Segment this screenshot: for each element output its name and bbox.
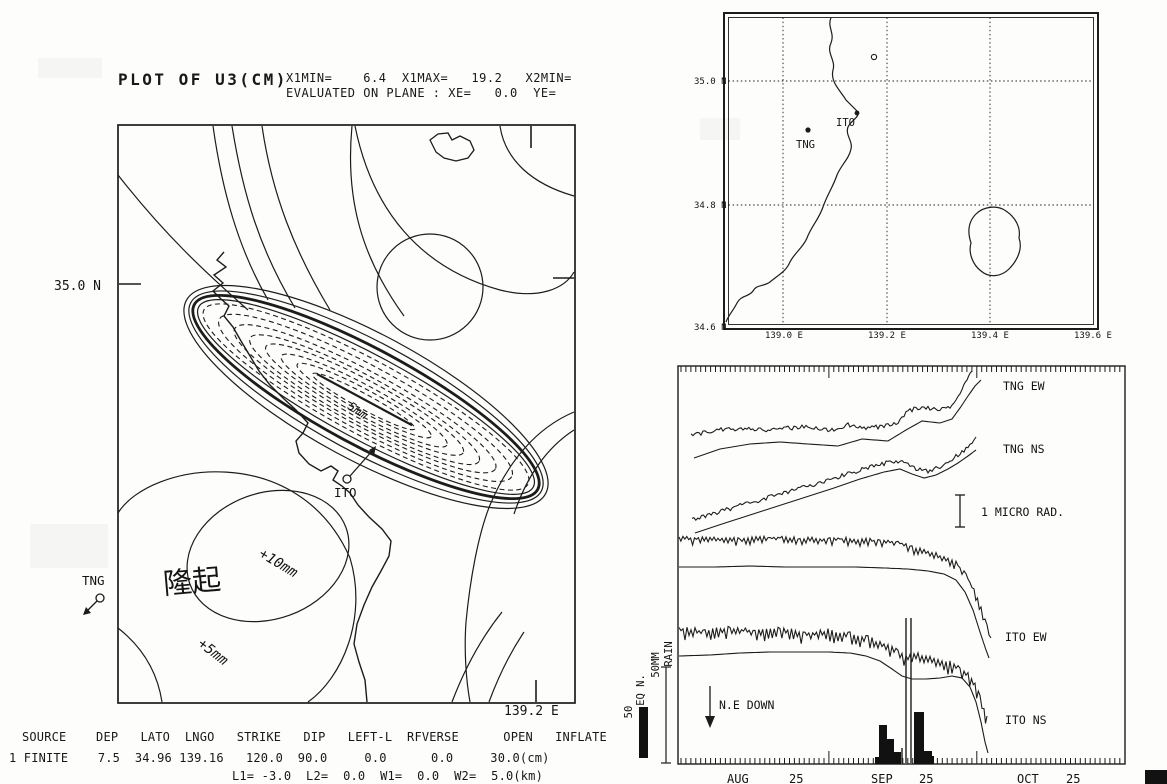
contour-plot-frame — [117, 124, 576, 704]
lon-tick-label: 139.2 E — [504, 704, 559, 719]
map-grid-dotted — [728, 17, 1094, 325]
top-tick-ruler — [680, 366, 1121, 378]
coastline — [211, 251, 392, 703]
ito-ns-label: ITO NS — [1005, 713, 1047, 727]
map-ito-label: ITO — [836, 117, 855, 129]
rain-bar — [875, 757, 879, 764]
xaxis-day-oct: 25 — [1066, 772, 1080, 784]
small-island — [870, 53, 878, 61]
rain-scale-label: 50MM — [650, 652, 662, 677]
xaxis-month-aug: AUG — [727, 772, 749, 784]
location-map: 35.0 N 34.8 N 34.6 N 139.0 E 139.2 E 139… — [694, 12, 1112, 341]
scan-blob — [1145, 770, 1167, 784]
eq-label: EQ N. — [635, 674, 647, 706]
rain-histogram — [875, 712, 934, 764]
plot-params-line1: X1MIN= 6.4 X1MAX= 19.2 X2MIN= — [286, 71, 572, 85]
map-lon-1390: 139.0 E — [765, 331, 803, 341]
uplift-kanji-label: 隆起 — [162, 562, 223, 601]
micro-rad-label: 1 MICRO RAD. — [981, 505, 1064, 519]
ne-down-label: N.E DOWN — [719, 698, 774, 712]
xaxis-day-sep: 25 — [919, 772, 933, 784]
ito-label: ITO — [334, 485, 357, 500]
plot-title: PLOT OF U3(CM) — [118, 70, 288, 89]
eq-scalebar — [639, 707, 648, 758]
rain-label: RAIN — [663, 641, 675, 666]
tng-ns-label: TNG NS — [1003, 442, 1045, 456]
tilt-plot-frame — [677, 365, 1126, 765]
tng-ew-label: TNG EW — [1003, 379, 1045, 393]
oshima-island-outline — [968, 206, 1021, 277]
island-outline — [429, 132, 475, 162]
dyke-trace-line — [316, 373, 413, 427]
trace-tng-ns-smooth — [694, 449, 977, 534]
map-coastline — [725, 17, 859, 323]
map-lon-1392: 139.2 E — [868, 331, 906, 341]
plus10mm-label: +10mm — [256, 546, 301, 582]
trace-ito-ns-raw — [678, 625, 988, 724]
rain-bar — [929, 756, 934, 764]
rain-bar — [914, 712, 924, 764]
map-lat-346: 34.6 N — [694, 323, 727, 333]
trace-tng-ew-raw — [690, 370, 973, 437]
map-lon-1394: 139.4 E — [971, 331, 1009, 341]
ne-down-arrow — [705, 686, 715, 728]
rain-scalebar — [661, 666, 671, 764]
map-outer-frame — [723, 12, 1099, 330]
map-lon-1396: 139.6 E — [1074, 331, 1112, 341]
contour-lines-solid — [117, 125, 575, 703]
tilt-traces — [678, 370, 992, 754]
rain-bar — [887, 739, 894, 764]
contour-plot: 35.0 N 139.2 E TNG ITO 隆起 +10mm +5mm 5mm — [54, 124, 576, 719]
tilt-plot: TNG EW TNG NS 1 MICRO RAD. ITO EW ITO NS… — [623, 365, 1126, 784]
plus5mm-label: +5mm — [195, 636, 232, 670]
ito-station-marker — [342, 446, 376, 484]
map-lat-348: 34.8 N — [694, 201, 727, 211]
micro-rad-scalebar — [955, 494, 965, 528]
map-tng-label: TNG — [796, 139, 815, 151]
lat-tick-label: 35.0 N — [54, 279, 101, 294]
trace-tng-ns-raw — [691, 436, 977, 522]
trace-ito-ew-raw — [678, 534, 992, 639]
dashed-subsidence-contours — [202, 303, 530, 491]
map-lat-35: 35.0 N — [694, 77, 727, 87]
rain-bar — [894, 752, 901, 764]
xaxis-month-sep: SEP — [871, 772, 893, 784]
ito-ew-label: ITO EW — [1005, 630, 1047, 644]
trace-ito-ew-smooth — [679, 565, 990, 659]
map-inner-frame — [728, 17, 1094, 325]
trace-tng-ew-smooth — [693, 379, 982, 459]
tng-station-dot — [805, 127, 811, 133]
source-table-row2: L1= -3.0 L2= 0.0 W1= 0.0 W2= 5.0(km) — [232, 769, 543, 783]
plot-params-line2: EVALUATED ON PLANE : XE= 0.0 YE= — [286, 86, 557, 100]
scan-smudge — [30, 524, 108, 568]
eq-scale-label: 50 — [623, 706, 635, 719]
source-table-header: SOURCE DEP LATO LNGO STRIKE DIP LEFT-L R… — [22, 730, 607, 744]
rain-bar — [879, 725, 887, 764]
eq-spikes — [901, 618, 912, 763]
ito-coast-dot — [854, 110, 860, 116]
bottom-tick-ruler — [680, 751, 1121, 764]
xaxis-month-oct: OCT — [1017, 772, 1039, 784]
xaxis-day-aug: 25 — [789, 772, 803, 784]
dyke-contours — [183, 284, 549, 510]
scan-smudge — [38, 58, 102, 78]
tng-label: TNG — [82, 573, 105, 588]
rain-bar — [924, 751, 932, 764]
scan-smudge — [700, 118, 740, 140]
tng-station-marker — [83, 593, 105, 615]
source-table-row1: 1 FINITE 7.5 34.96 139.16 120.0 90.0 0.0… — [9, 751, 550, 765]
trace-ito-ns-smooth — [678, 651, 989, 754]
